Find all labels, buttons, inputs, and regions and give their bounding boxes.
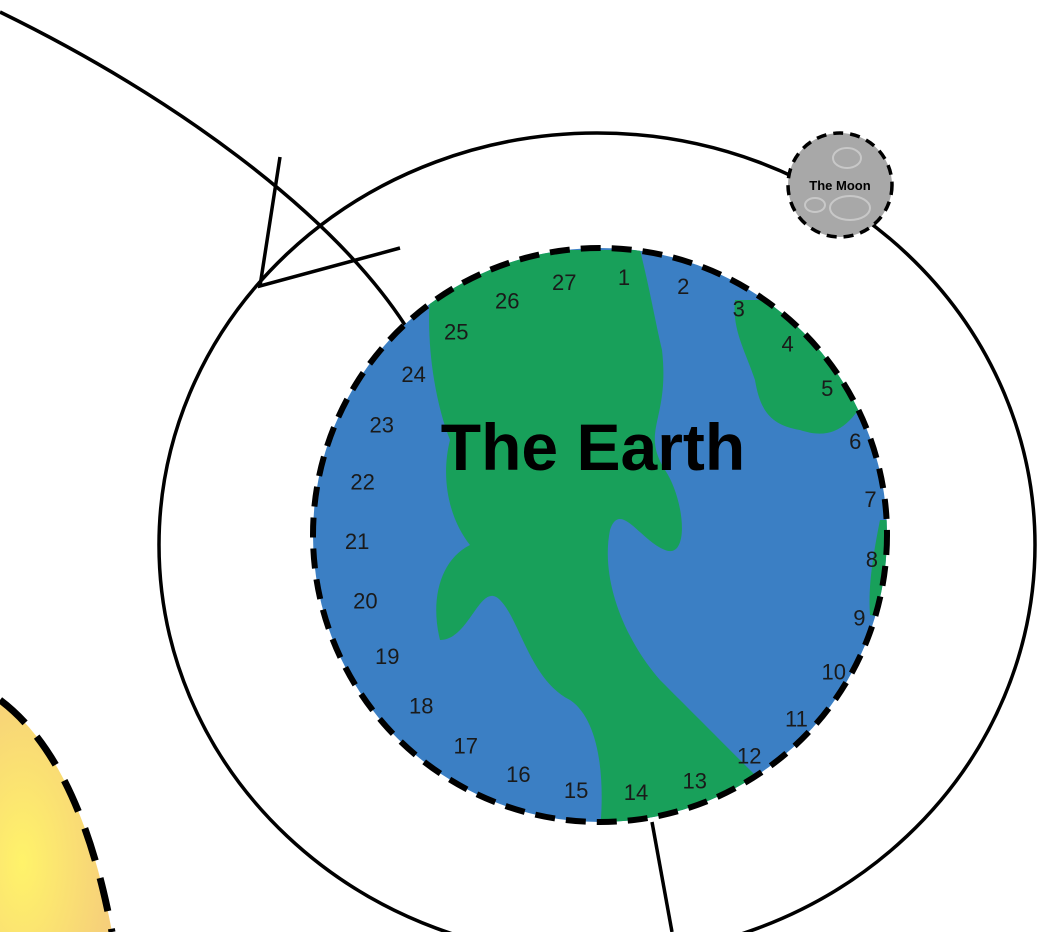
earth-day-number: 6: [849, 429, 861, 454]
earth-title: The Earth: [441, 410, 745, 484]
continent-main: [429, 250, 760, 822]
earth-day-number: 10: [822, 660, 846, 685]
earth-outline: [310, 245, 890, 825]
earth-day-number: 13: [682, 768, 706, 793]
earth-day-number: 7: [864, 487, 876, 512]
earth-day-number: 3: [733, 297, 745, 322]
moon-label: The Moon: [809, 178, 870, 193]
earth-day-number: 22: [350, 469, 374, 494]
moon-crater-3: [804, 197, 826, 213]
earth-day-number: 15: [564, 778, 588, 803]
earth-day-number: 9: [853, 606, 865, 631]
earth-day-number: 20: [353, 588, 377, 613]
continent-east: [734, 300, 870, 434]
earth-day-number: 4: [781, 331, 793, 356]
moon: The Moon: [786, 131, 894, 239]
earth-day-number: 26: [495, 289, 519, 314]
earth-day-number: 11: [785, 707, 808, 732]
earth-day-number: 17: [454, 734, 478, 759]
earth-day-number: 2: [677, 274, 689, 299]
moon-orbit: [157, 131, 1037, 932]
earth-day-number: 8: [866, 547, 878, 572]
earth-orbit-arc: [0, 10, 407, 326]
earth-day-numbers: 1 234567891011121314151617181920212223242…: [345, 265, 878, 805]
sun-body: [0, 700, 112, 932]
sun: [0, 697, 116, 932]
earth-day-number: 19: [375, 644, 399, 669]
earth-day-number: 16: [506, 762, 530, 787]
earth-day-number: 12: [737, 743, 761, 768]
earth-day-number: 24: [401, 362, 425, 387]
earth-day-number: 5: [821, 376, 833, 401]
earth-axis-line: [650, 821, 674, 932]
earth-day-number: 14: [624, 780, 648, 805]
earth-day-number: 27: [552, 270, 576, 295]
angle-marker: [257, 156, 401, 289]
earth-day-number: 18: [409, 693, 433, 718]
earth-day-number: 25: [444, 320, 468, 345]
earth: 1 234567891011121314151617181920212223242…: [310, 245, 890, 825]
moon-crater-1: [832, 147, 862, 169]
sun-outline: [0, 697, 116, 932]
earth-day-number: 21: [345, 529, 369, 554]
earth-day-number: 23: [370, 413, 394, 438]
earth-day-number: 1: [618, 265, 630, 290]
moon-crater-2: [829, 195, 871, 221]
